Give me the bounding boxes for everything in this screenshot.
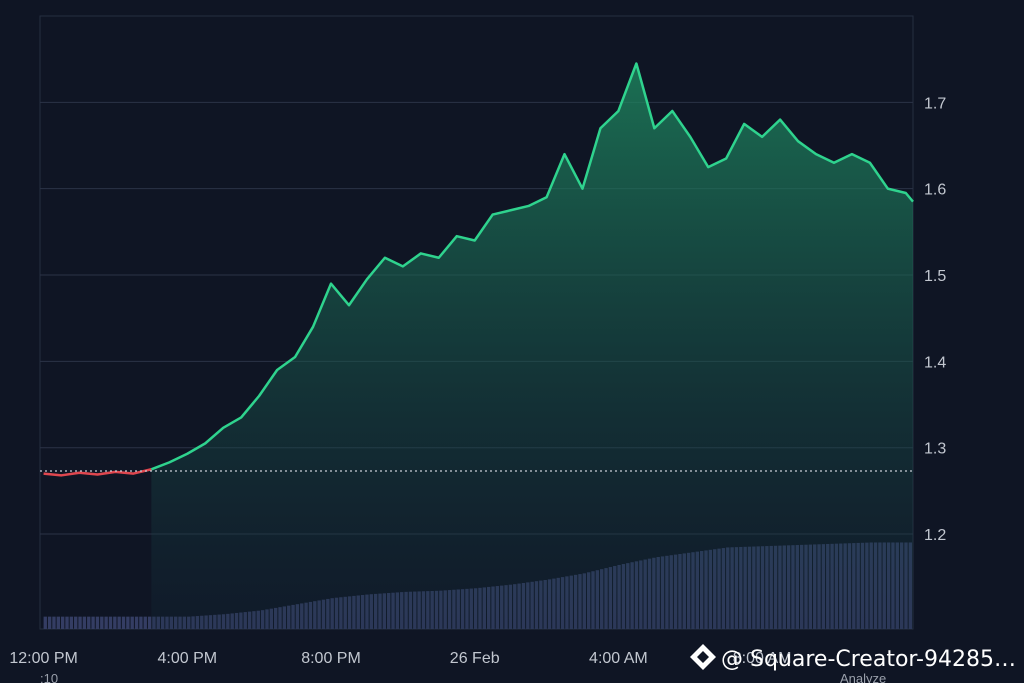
y-tick-label: 1.2 [924, 527, 946, 544]
y-tick-label: 1.6 [924, 182, 946, 199]
volume-bar [113, 616, 117, 629]
volume-bar [52, 616, 56, 629]
x-tick-label: 8:00 PM [301, 650, 361, 667]
y-tick-label: 1.7 [924, 95, 946, 112]
volume-bar [108, 616, 113, 629]
x-tick-label: 8:00 AM [733, 650, 792, 667]
volume-bar [91, 616, 95, 629]
area-layer [151, 63, 914, 630]
watermark-label: @ Square-Creator-94285… [721, 647, 1016, 672]
cropped-label-left: :10 [40, 671, 58, 683]
diamond-logo-icon [690, 644, 716, 670]
volume-bar [104, 616, 108, 629]
volume-bar [47, 616, 52, 629]
volume-bar [143, 616, 147, 629]
x-tick-label: 4:00 PM [157, 650, 217, 667]
volume-bar [78, 616, 82, 629]
volume-bar [74, 616, 78, 629]
volume-bar [139, 616, 143, 629]
cropped-label-right: Analyze [840, 671, 886, 683]
price-lines [43, 62, 914, 477]
y-tick-label: 1.5 [924, 268, 946, 285]
volume-bar [43, 616, 47, 629]
price-line-up [150, 62, 914, 471]
volume-bar [100, 616, 104, 629]
price-line-down [43, 468, 152, 477]
x-tick-label: 12:00 PM [9, 650, 77, 667]
x-tick-label: 4:00 AM [589, 650, 648, 667]
volume-bar [126, 616, 130, 629]
price-area [151, 63, 914, 630]
volume-bar [87, 616, 91, 629]
volume-bar [82, 616, 87, 629]
volume-bar [69, 616, 74, 629]
volume-bar [134, 616, 139, 629]
volume-bar [65, 616, 69, 629]
volume-bar [130, 616, 134, 629]
x-axis-ticks: 12:00 PM 4:00 PM 8:00 PM 26 Feb 4:00 AM 8:00 … [9, 650, 791, 667]
volume-bar [95, 616, 100, 629]
volume-bar [56, 616, 60, 629]
volume-bar [117, 616, 121, 629]
volume-bar [147, 616, 152, 629]
x-tick-label: 26 Feb [450, 650, 500, 667]
y-axis-ticks: 1.2 1.3 1.4 1.5 1.6 1.7 [924, 95, 946, 544]
y-tick-label: 1.4 [924, 354, 946, 371]
volume-bar [121, 616, 126, 629]
y-tick-label: 1.3 [924, 441, 946, 458]
volume-bar [60, 616, 65, 629]
